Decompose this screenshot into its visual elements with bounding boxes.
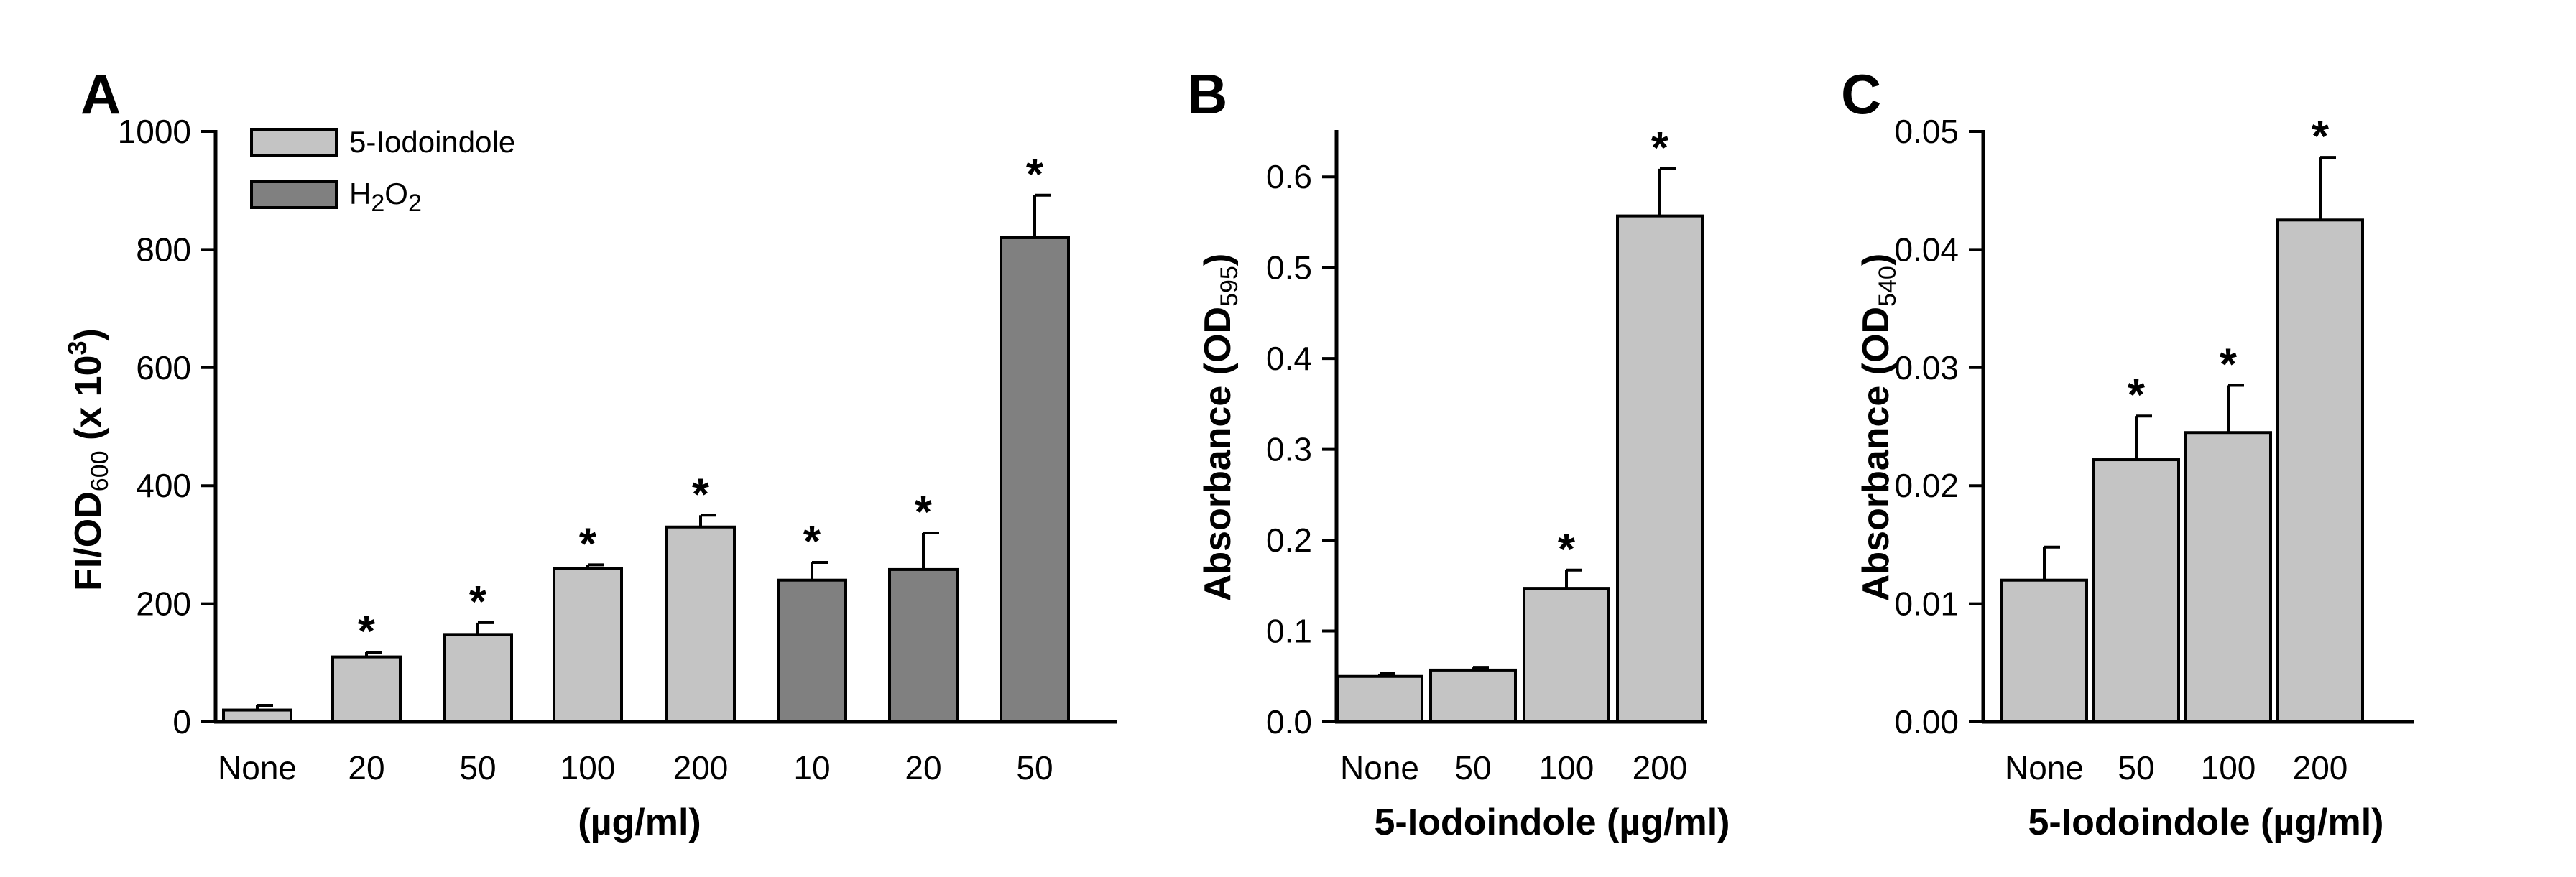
panel-c-y-tick-label: 0.05 xyxy=(1894,113,1959,150)
panel-a-category-label: 10 xyxy=(793,749,830,786)
panel-a-y-tick-label: 800 xyxy=(136,231,191,268)
panel-a-bar xyxy=(888,567,959,724)
panel-b-bar xyxy=(1429,668,1517,724)
panel-b-y-tick-label: 0.0 xyxy=(1266,703,1312,741)
panel-b-category-label: 100 xyxy=(1539,749,1594,786)
panel-a-legend: 5-Iodoindole H2O2 xyxy=(250,125,515,217)
panel-a-bar xyxy=(1000,236,1070,723)
panel-b-category-label: 50 xyxy=(1454,749,1491,786)
panel-a-bar xyxy=(443,633,513,723)
panel-a-category-label: None xyxy=(218,749,297,786)
panel-c-category-label: 100 xyxy=(2201,749,2256,786)
panel-b-significance-star: * xyxy=(1651,124,1669,173)
panel-c-y-tick-label: 0.03 xyxy=(1894,349,1959,386)
panel-a-category-label: 50 xyxy=(459,749,496,786)
panel-c-significance-star: * xyxy=(2220,340,2238,389)
panel-b-y-tick-label: 0.2 xyxy=(1266,521,1312,559)
panel-c-category-label: 50 xyxy=(2118,749,2154,786)
panel-b-letter: B xyxy=(1187,62,1227,126)
panel-c-bar xyxy=(2092,458,2180,723)
panel-b-y-axis-title: Absorbance (OD595) xyxy=(1197,254,1243,601)
panel-b-x-axis-title: 5-Iodoindole (µg/ml) xyxy=(1374,802,1730,843)
panel-a-significance-star: * xyxy=(692,470,710,519)
legend-swatch-5-iodoindole xyxy=(250,128,338,157)
panel-a-x-axis-title: (µg/ml) xyxy=(578,802,701,843)
panel-a-significance-star: * xyxy=(358,607,376,656)
legend-label-h2o2: H2O2 xyxy=(349,177,422,217)
panel-a-y-tick-label: 600 xyxy=(136,349,191,386)
panel-c-y-tick-label: 0.00 xyxy=(1894,703,1959,741)
panel-c-y-tick-label: 0.04 xyxy=(1894,231,1959,268)
panel-c-y-tick-label: 0.02 xyxy=(1894,467,1959,504)
panel-c-letter: C xyxy=(1841,62,1881,126)
panel-b-y-tick-label: 0.4 xyxy=(1266,340,1312,377)
panel-c-category-label: 200 xyxy=(2293,749,2348,786)
panel-a-significance-star: * xyxy=(469,577,487,627)
panel-b: B Absorbance (OD595) 5-Iodoindole (µg/ml… xyxy=(1187,62,1730,843)
panel-a-y-tick-label: 1000 xyxy=(118,113,191,150)
legend-swatch-h2o2 xyxy=(250,180,338,209)
panel-b-bar xyxy=(1616,214,1704,723)
panel-c-bar xyxy=(2000,578,2088,723)
panel-b-y-tick-label: 0.3 xyxy=(1266,431,1312,468)
legend-label-5-iodoindole: 5-Iodoindole xyxy=(349,125,515,159)
panel-a-category-label: 50 xyxy=(1016,749,1053,786)
panel-b-y-tick-label: 0.6 xyxy=(1266,158,1312,195)
panel-b-significance-star: * xyxy=(1558,525,1576,575)
panel-a-significance-star: * xyxy=(915,488,933,537)
panel-c-significance-star: * xyxy=(2128,371,2146,420)
panel-c-category-label: None xyxy=(2005,749,2084,786)
panel-a-bar xyxy=(553,567,623,724)
panel-b-category-label: None xyxy=(1340,749,1419,786)
panel-a: A FI/OD600 (x 103) (µg/ml) 5-Iodoindole … xyxy=(63,62,701,843)
panel-c-significance-star: * xyxy=(2312,112,2330,162)
panel-c-bar xyxy=(2276,218,2364,723)
panel-a-category-label: 100 xyxy=(560,749,616,786)
panel-a-y-axis-title: FI/OD600 (x 103) xyxy=(63,328,114,591)
panel-a-category-label: 200 xyxy=(673,749,729,786)
panel-a-y-tick-label: 0 xyxy=(172,703,191,741)
panel-a-category-label: 20 xyxy=(905,749,941,786)
panel-c-bar xyxy=(2184,431,2272,723)
panel-c-y-tick-label: 0.01 xyxy=(1894,585,1959,623)
panel-c-x-axis-title: 5-Iodoindole (µg/ml) xyxy=(2028,802,2383,843)
panel-b-category-label: 200 xyxy=(1633,749,1688,786)
panel-b-bar xyxy=(1336,674,1423,723)
panel-c: C Absorbance (OD540) 5-Iodoindole (µg/ml… xyxy=(1841,62,2384,843)
panel-c-y-axis-title: Absorbance (OD540) xyxy=(1855,254,1901,601)
panel-b-y-tick-label: 0.1 xyxy=(1266,613,1312,650)
panel-a-significance-star: * xyxy=(803,517,821,567)
panel-b-bar xyxy=(1523,587,1610,724)
panel-a-category-label: 20 xyxy=(348,749,384,786)
panel-a-significance-star: * xyxy=(579,519,597,569)
panel-a-letter: A xyxy=(80,62,121,126)
panel-a-y-tick-label: 400 xyxy=(136,467,191,504)
panel-a-significance-star: * xyxy=(1026,150,1044,200)
panel-a-y-tick-label: 200 xyxy=(136,585,191,623)
panel-a-bar xyxy=(665,525,736,723)
plot-layer: 0 200 400 600 800 1000 None * 20 * 50 * 100 * 200 * 10 * 2… xyxy=(118,112,2414,786)
panel-a-bar xyxy=(777,578,847,723)
panel-a-bar xyxy=(331,655,402,724)
panel-b-y-tick-label: 0.5 xyxy=(1266,249,1312,287)
